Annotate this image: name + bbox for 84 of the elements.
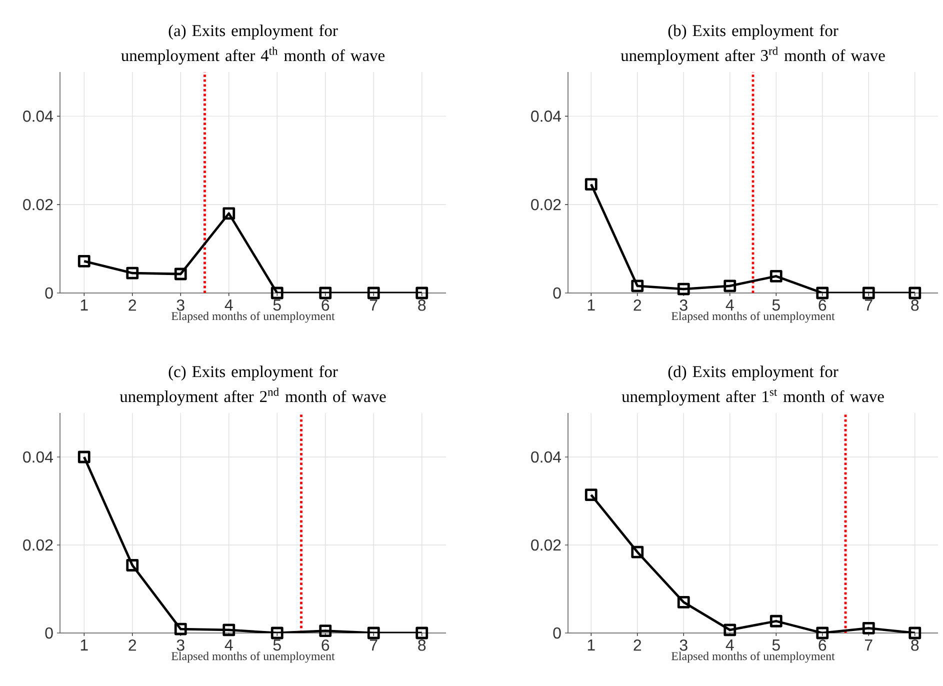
y-tick-label: 0.04	[23, 110, 54, 122]
x-tick-label: 7	[865, 640, 872, 650]
x-tick-label: 3	[176, 300, 184, 311]
point	[126, 266, 139, 280]
x-tick-label: 5	[273, 300, 281, 311]
x-tick-label: 2	[128, 640, 136, 651]
y-tick-label: 0.02	[531, 539, 561, 551]
x-tick-label: 5	[772, 640, 780, 651]
point	[862, 286, 875, 300]
point	[270, 626, 284, 640]
x-axis-title: Elapsed months of unemployment	[171, 312, 335, 323]
point	[724, 624, 736, 636]
y-tick-label: 0.02	[23, 539, 53, 551]
point	[78, 450, 90, 464]
point	[126, 559, 139, 572]
x-axis-title: Elapsed months of unemployment	[672, 652, 835, 663]
point	[862, 622, 875, 634]
x-tick-label: 4	[726, 300, 734, 310]
point	[367, 626, 380, 640]
point	[319, 624, 332, 637]
x-tick-label: 1	[588, 300, 595, 310]
y-tick-label: 0	[45, 287, 53, 299]
point	[222, 624, 236, 636]
point	[584, 178, 598, 190]
y-tick-label: 0	[553, 287, 561, 299]
point	[816, 286, 829, 300]
point	[677, 282, 690, 296]
point	[631, 280, 644, 292]
point	[908, 286, 922, 300]
point	[270, 286, 284, 300]
point	[416, 626, 428, 640]
x-tick-label: 1	[588, 640, 595, 650]
point	[770, 270, 782, 282]
x-tick-label: 7	[865, 300, 872, 310]
point	[724, 280, 736, 292]
x-tick-label: 5	[273, 640, 281, 651]
x-tick-label: 3	[680, 640, 688, 651]
x-axis-title: Elapsed months of unemployment	[672, 312, 835, 323]
y-tick-label: 0.04	[531, 110, 562, 122]
x-tick-label: 3	[176, 640, 184, 651]
y-tick-label: 0.04	[531, 451, 562, 463]
chart-title: (b) Exits employment for unemployment after 3$^{rd}$ month of wave	[620, 24, 885, 64]
x-tick-label: 7	[370, 640, 378, 650]
x-tick-label: 6	[322, 300, 330, 311]
point	[584, 488, 598, 502]
point	[319, 286, 332, 300]
point	[416, 286, 428, 300]
point	[367, 286, 380, 300]
y-tick-label: 0	[553, 627, 561, 639]
x-tick-label: 6	[818, 640, 826, 651]
point	[222, 207, 236, 220]
point	[174, 622, 187, 636]
x-tick-label: 7	[370, 300, 378, 310]
x-tick-label: 1	[80, 640, 88, 650]
x-tick-label: 2	[634, 640, 642, 651]
y-tick-label: 0	[45, 627, 53, 639]
y-tick-label: 0.02	[531, 198, 561, 210]
y-tick-label: 0.02	[23, 198, 53, 210]
x-tick-label: 8	[911, 640, 919, 651]
point	[174, 268, 187, 280]
chart-title: (c) Exits employment for unemployment after 2$^{nd}$ month of wave	[120, 365, 386, 406]
x-tick-label: 8	[911, 300, 919, 311]
point	[770, 614, 782, 628]
x-tick-label: 1	[80, 300, 88, 310]
point	[816, 626, 829, 640]
x-tick-label: 6	[322, 640, 330, 651]
point	[78, 254, 90, 268]
point	[677, 596, 690, 608]
x-tick-label: 6	[818, 300, 826, 311]
x-tick-label: 3	[680, 300, 688, 311]
x-tick-label: 8	[418, 640, 426, 651]
y-tick-label: 0.04	[23, 451, 54, 463]
x-axis-title: Elapsed months of unemployment	[171, 652, 335, 663]
point	[908, 626, 922, 640]
x-tick-label: 2	[128, 300, 136, 311]
x-tick-label: 4	[224, 300, 233, 310]
x-tick-label: 4	[726, 640, 734, 650]
point	[631, 546, 644, 558]
chart-title: (d) Exits employment for unemployment after 1$^{st}$ month of wave	[622, 365, 884, 406]
x-tick-label: 8	[418, 300, 426, 311]
chart-title: (a) Exits employment for unemployment after 4$^{th}$ month of wave	[121, 24, 384, 64]
x-tick-label: 5	[772, 300, 780, 311]
x-tick-label: 4	[224, 640, 233, 650]
x-tick-label: 2	[634, 300, 642, 311]
